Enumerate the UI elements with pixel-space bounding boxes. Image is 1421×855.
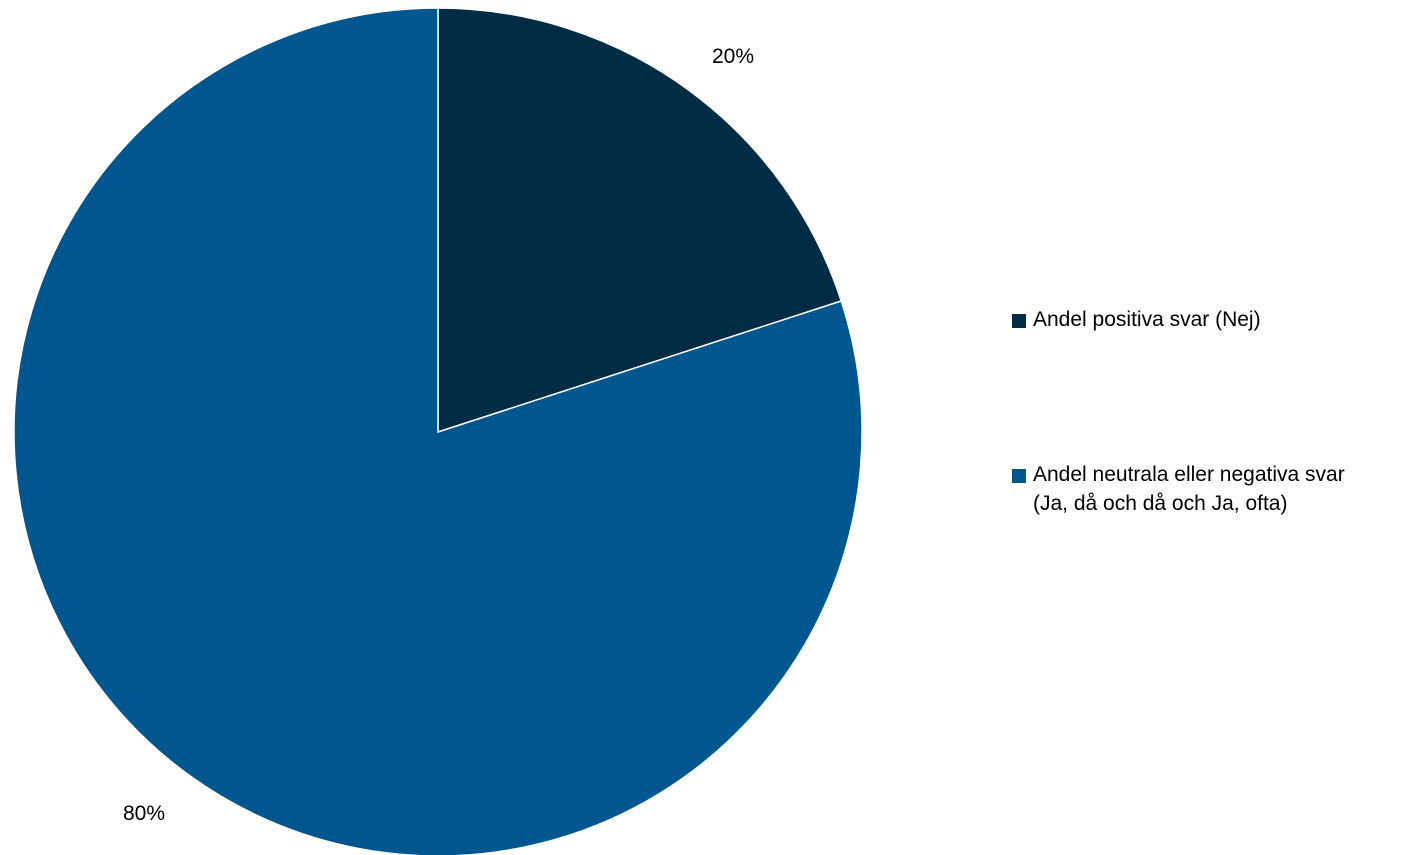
legend-swatch-positive (1012, 314, 1026, 328)
data-label-positive: 20% (712, 45, 754, 68)
legend-swatch-neutral-negative (1012, 469, 1026, 483)
legend-label-positive: Andel positiva svar (Nej) (1033, 308, 1261, 331)
legend-item-positive: Andel positiva svar (Nej) (1012, 305, 1417, 334)
pie-slice-neutral-negative (13, 7, 863, 855)
legend: Andel positiva svar (Nej) Andel neutrala… (1012, 305, 1417, 518)
legend-item-neutral-negative: Andel neutrala eller negativa svar (Ja, … (1012, 460, 1417, 518)
legend-label-neutral-negative: Andel neutrala eller negativa svar (Ja, … (1033, 463, 1345, 515)
pie-slice-positive (437, 7, 843, 434)
data-label-neutral-negative: 80% (123, 802, 165, 825)
